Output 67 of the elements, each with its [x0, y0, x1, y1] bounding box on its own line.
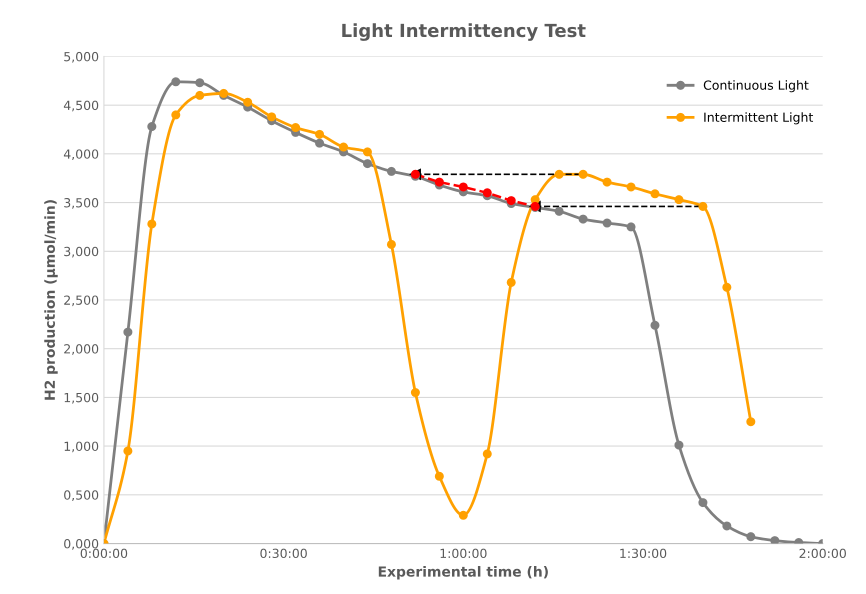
point — [650, 320, 660, 330]
y-tick-label: 1,500 — [64, 392, 98, 404]
point — [482, 188, 492, 198]
point — [458, 182, 468, 192]
y-tick-label: 5,000 — [64, 52, 98, 63]
y-tick-label: 0,000 — [64, 538, 98, 550]
point — [195, 90, 204, 100]
x-tick-label: 0:00:00 — [80, 548, 128, 558]
point — [554, 206, 564, 216]
point — [147, 122, 156, 132]
point — [722, 282, 732, 292]
point — [123, 328, 132, 337]
y-tick-label: 3,500 — [64, 198, 98, 209]
point — [315, 130, 324, 139]
x-tick-label: 0:30:00 — [260, 548, 307, 558]
point — [698, 202, 708, 211]
point — [243, 98, 252, 107]
point — [554, 170, 564, 179]
legend-label: Continuous Light — [704, 80, 809, 92]
y-tick-label: 2,000 — [64, 344, 98, 355]
point — [434, 178, 444, 187]
y-tick-label: 4,000 — [64, 149, 98, 160]
y-axis-title: H2 production (µmol/min) — [44, 200, 58, 400]
point — [386, 240, 396, 249]
y-tick-label: 3,000 — [64, 246, 98, 258]
point — [506, 278, 516, 287]
point — [602, 178, 612, 187]
y-tick-label: 1,000 — [64, 442, 98, 452]
point — [362, 159, 372, 168]
point — [362, 147, 372, 156]
point — [650, 189, 660, 198]
x-tick-label: 1:00:00 — [440, 548, 487, 558]
x-axis-title: Experimental time (h) — [378, 566, 548, 580]
point — [698, 498, 708, 508]
point — [506, 196, 516, 206]
point — [171, 77, 180, 86]
point — [578, 214, 588, 224]
point — [602, 218, 612, 228]
x-tick-label: 1:30:00 — [620, 548, 666, 558]
point — [458, 510, 468, 520]
point — [722, 521, 732, 530]
point — [123, 446, 132, 456]
point — [434, 472, 444, 481]
point — [626, 222, 636, 232]
point — [410, 388, 420, 398]
y-tick-label: 2,500 — [64, 295, 98, 306]
point — [195, 78, 204, 88]
point — [626, 182, 636, 192]
point — [746, 417, 756, 426]
point — [482, 449, 492, 458]
chart-title: Light Intermittency Test — [342, 23, 586, 41]
point — [770, 536, 780, 544]
point — [578, 170, 588, 179]
point — [171, 110, 180, 120]
y-tick-label: 4,500 — [64, 100, 98, 112]
point — [746, 532, 756, 542]
point — [147, 219, 156, 228]
point — [315, 138, 324, 148]
y-tick-label: 0,500 — [64, 490, 98, 502]
legend-label: Intermittent Light — [704, 112, 814, 124]
x-tick-label: 2:00:00 — [800, 548, 846, 558]
point — [674, 195, 684, 204]
point — [291, 123, 300, 132]
point — [386, 166, 396, 176]
point — [674, 440, 684, 450]
point — [339, 142, 348, 152]
point — [267, 112, 276, 122]
